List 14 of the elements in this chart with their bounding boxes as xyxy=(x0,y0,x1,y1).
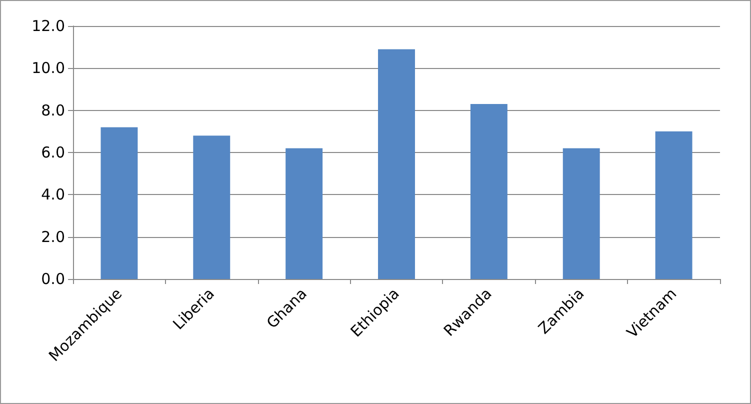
y-tick-label: 12.0 xyxy=(32,17,65,35)
y-tick-label: 8.0 xyxy=(41,101,65,120)
y-tick-label: 10.0 xyxy=(32,59,65,78)
bar xyxy=(193,136,230,279)
bar xyxy=(100,127,138,279)
y-tick-label: 6.0 xyxy=(41,144,65,162)
bar xyxy=(562,148,600,279)
y-tick-label: 0.0 xyxy=(41,270,65,288)
y-tick-label: 2.0 xyxy=(41,228,65,246)
bar xyxy=(378,49,415,279)
y-tick-label: 4.0 xyxy=(41,186,65,204)
bar xyxy=(655,131,692,279)
bar xyxy=(286,148,323,279)
bar xyxy=(470,104,508,279)
